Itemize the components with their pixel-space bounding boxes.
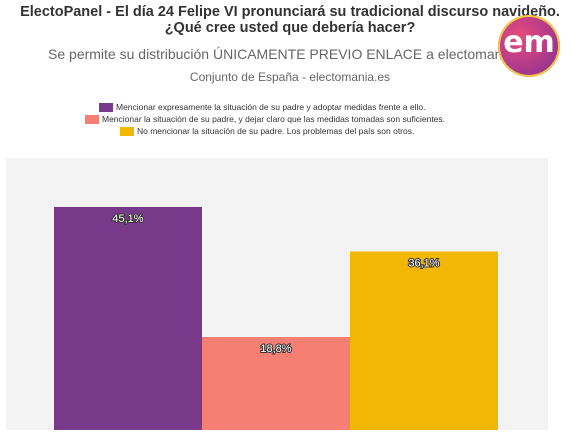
distribution-notice: Se permite su distribución ÚNICAMENTE PR… — [48, 46, 532, 62]
bar-0[interactable] — [54, 206, 202, 430]
data-label-1: 18,8% — [260, 343, 291, 355]
legend-item-1[interactable]: Mencionar la situación de su padre, y de… — [85, 113, 445, 125]
electomania-logo: em — [498, 15, 560, 77]
legend-item-0[interactable]: Mencionar expresamente la situación de s… — [99, 101, 426, 113]
legend-label-1: Mencionar la situación de su padre, y de… — [102, 114, 446, 124]
chart-scope: Conjunto de España - electomania.es — [189, 70, 391, 84]
bar-1[interactable] — [202, 337, 350, 430]
logo-text: em — [503, 25, 555, 60]
title-line-1: ElectoPanel - El día 24 Felipe VI pronun… — [20, 4, 560, 20]
legend-label-0: Mencionar expresamente la situación de s… — [116, 102, 426, 112]
legend-label-2: No mencionar la situación de su padre. L… — [137, 126, 415, 136]
chart-title: ElectoPanel - El día 24 Felipe VI pronun… — [0, 4, 580, 36]
title-line-2: ¿Qué cree usted que debería hacer? — [164, 20, 416, 36]
bars: 45,1% 18,8% 36,1% — [54, 206, 498, 430]
data-label-2: 36,1% — [408, 257, 439, 269]
legend-swatch-2 — [120, 127, 134, 137]
legend-swatch-0 — [99, 103, 113, 113]
data-label-0: 45,1% — [112, 213, 143, 225]
bar-2[interactable] — [350, 251, 498, 430]
legend-swatch-1 — [85, 115, 99, 125]
legend-item-2[interactable]: No mencionar la situación de su padre. L… — [120, 125, 414, 137]
